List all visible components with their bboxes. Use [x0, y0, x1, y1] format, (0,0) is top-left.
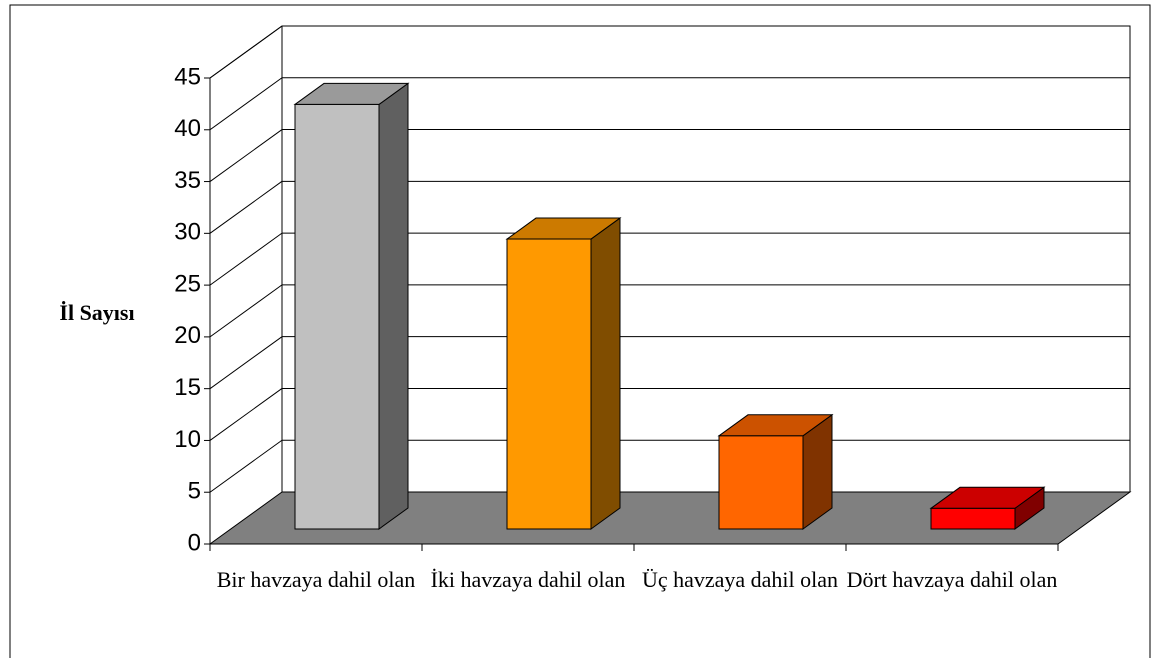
bar-side: [590, 217, 621, 530]
bar-side: [378, 82, 409, 530]
x-tick-label: Bir havzaya dahil olan: [216, 567, 416, 592]
grid-line: [209, 129, 283, 182]
grid-line: [209, 439, 283, 493]
grid-line: [209, 388, 283, 441]
bar-front: [930, 507, 1016, 530]
bar: [929, 486, 1046, 530]
grid-line: [209, 284, 283, 338]
bar-front: [294, 103, 380, 530]
bar-top: [717, 414, 834, 437]
grid-line: [209, 336, 283, 390]
bar: [505, 217, 622, 530]
y-tick-label: 45: [174, 63, 201, 90]
y-tick-label: 30: [174, 219, 201, 246]
y-tick-label: 5: [188, 478, 201, 505]
y-tick-label: 20: [174, 322, 201, 349]
y-tick-label: 25: [174, 270, 201, 297]
bar-top: [929, 486, 1046, 509]
bar-top: [505, 217, 622, 240]
x-tick-label: İki havzaya dahil olan: [430, 567, 626, 592]
grid-line: [209, 77, 283, 131]
bar-front: [506, 238, 592, 530]
y-tick-label: 35: [174, 167, 201, 194]
y-tick-label: 10: [174, 426, 201, 453]
y-tick-label: 15: [174, 374, 201, 401]
x-tick-label: Dört havzaya dahil olan: [846, 567, 1058, 592]
grid-line: [209, 232, 283, 286]
bar-top: [293, 82, 410, 105]
bar: [293, 82, 410, 530]
grid-line: [209, 180, 283, 234]
y-tick-label: 0: [188, 529, 201, 556]
x-tick-label: Üç havzaya dahil olan: [641, 567, 839, 592]
y-axis-label: İl Sayısı: [59, 300, 134, 325]
grid-line: [209, 25, 283, 79]
bar-front: [718, 435, 804, 530]
y-tick-label: 40: [174, 115, 201, 142]
bar: [717, 413, 834, 530]
